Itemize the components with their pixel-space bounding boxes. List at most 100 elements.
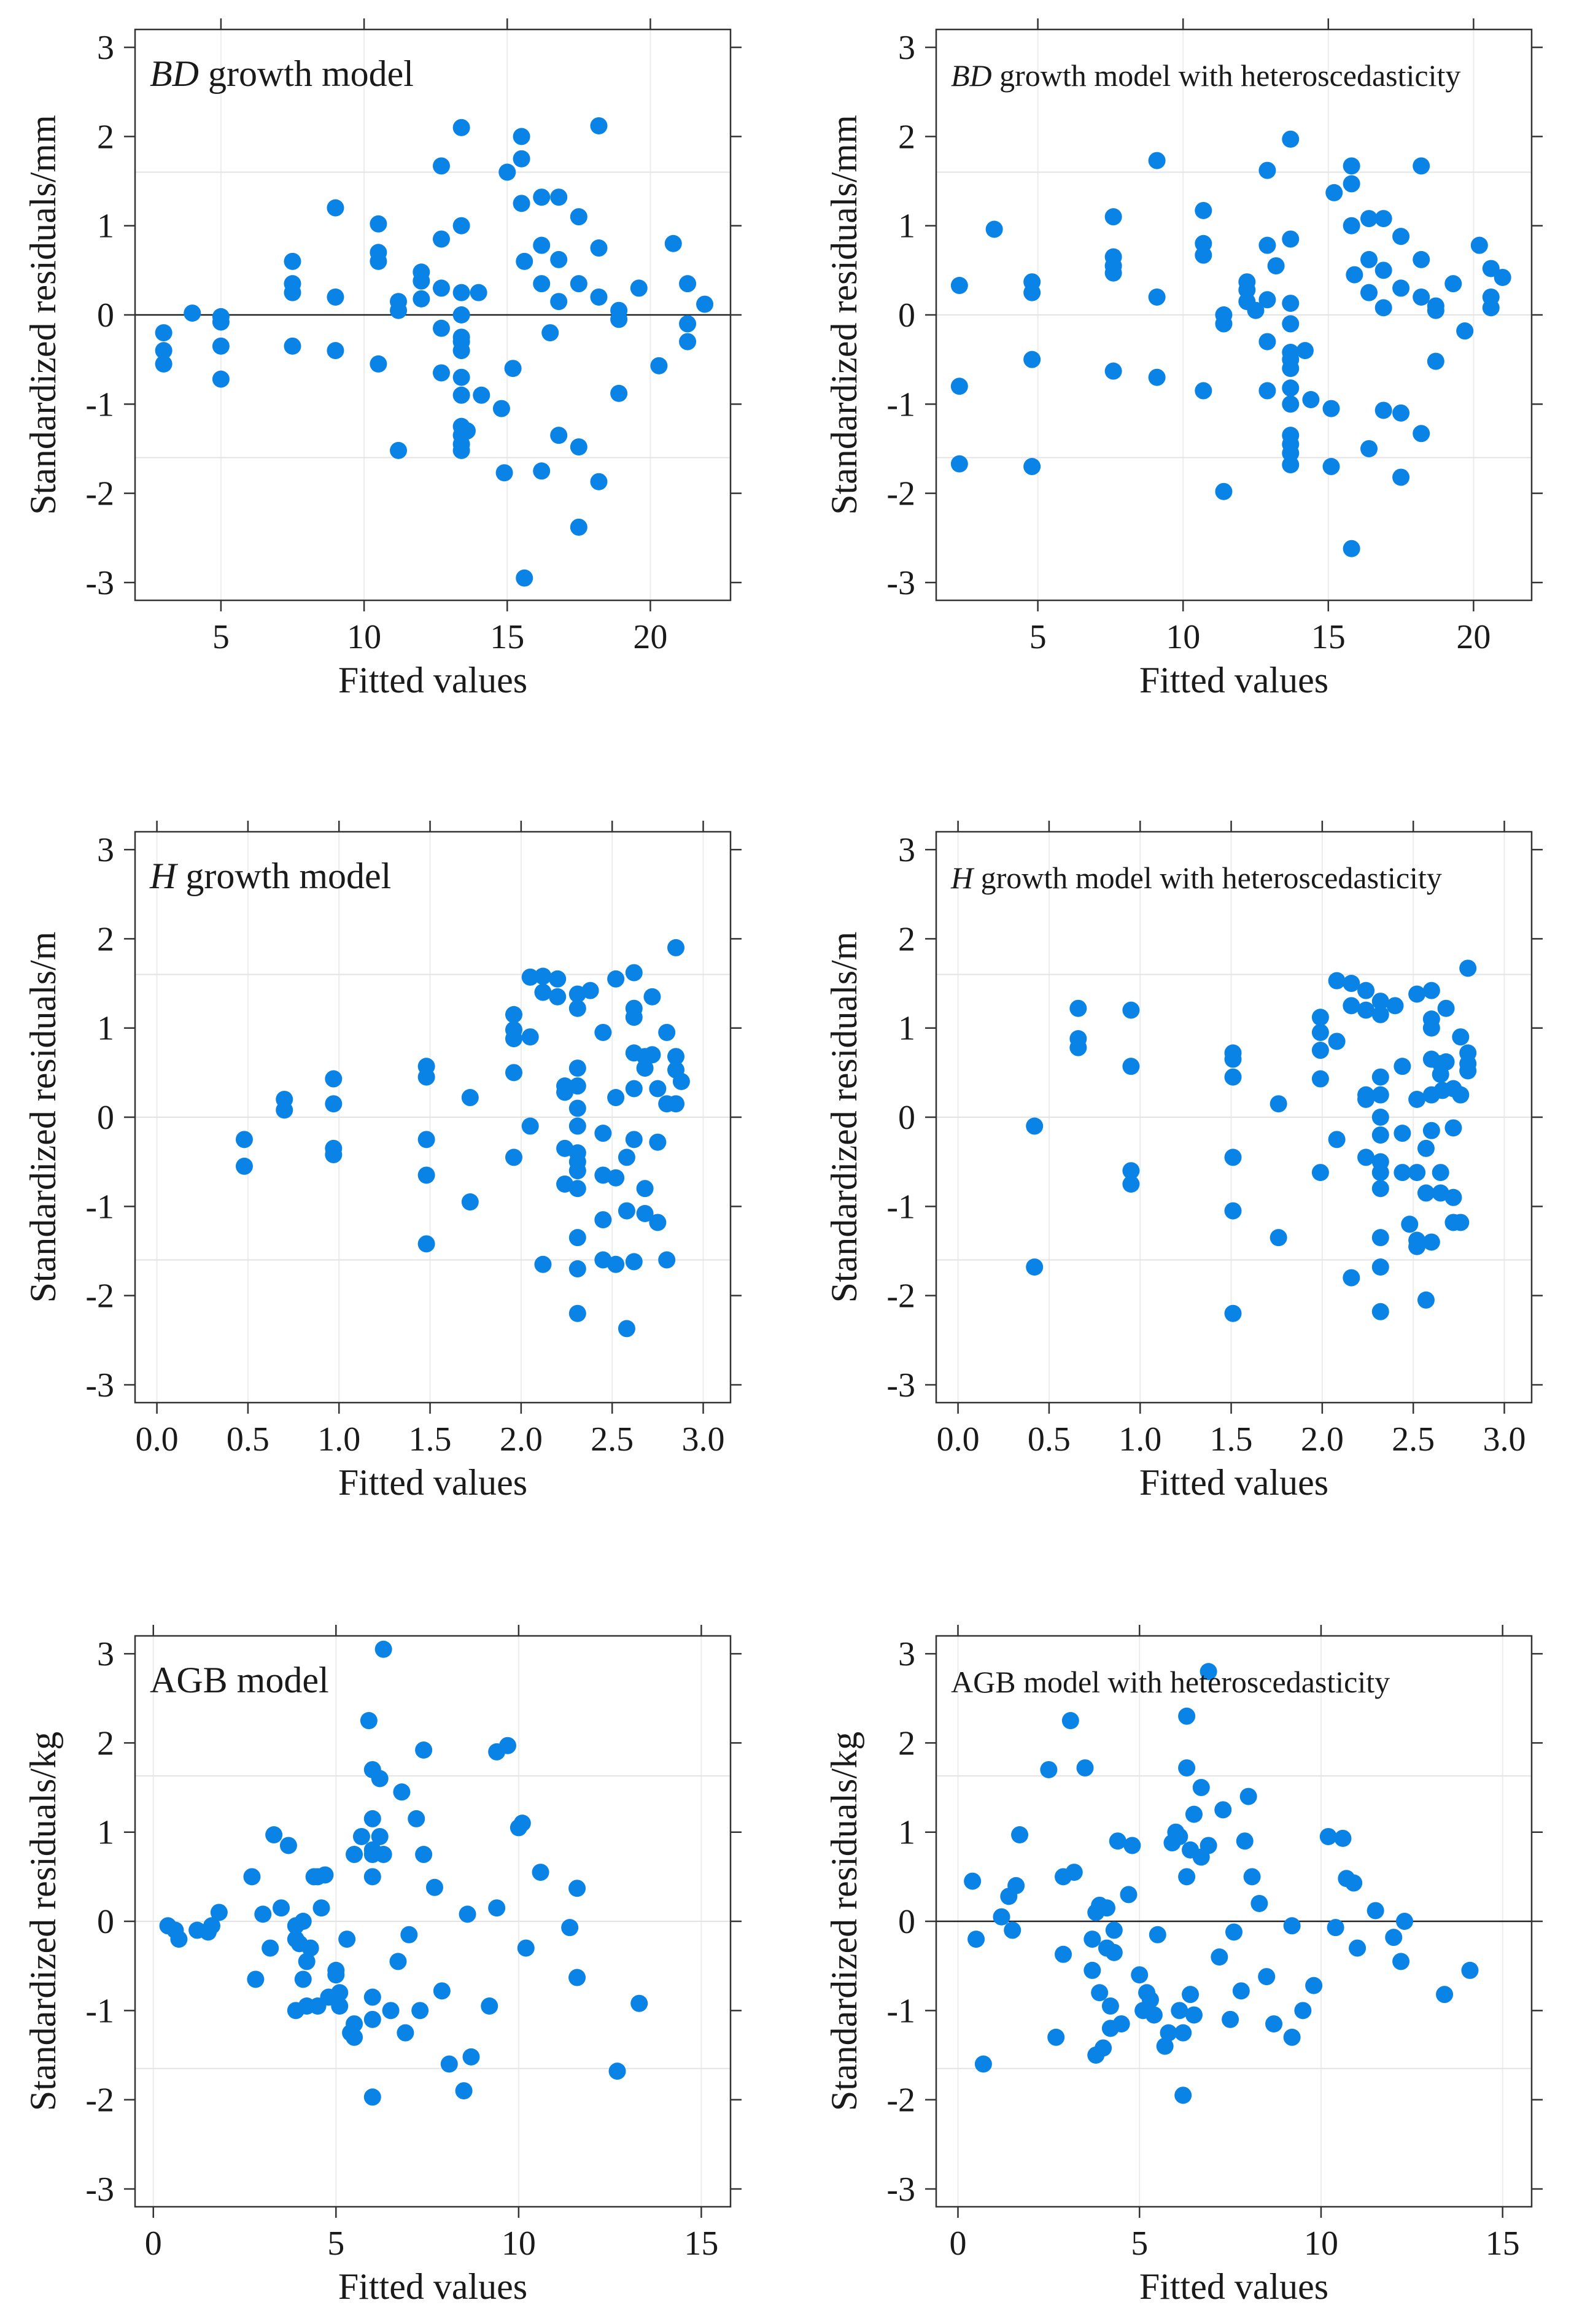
data-point [1282,315,1300,333]
panel-title: AGB model [150,1660,329,1700]
data-point [1433,1082,1451,1099]
data-point [1011,1826,1029,1844]
data-point [1327,1919,1344,1937]
data-point [1343,997,1360,1015]
data-point [390,301,408,319]
data-point [1282,456,1300,474]
data-point [1047,2028,1065,2046]
data-point [1007,1877,1025,1894]
data-point [568,1969,586,1986]
data-point [513,195,530,212]
data-point [570,518,587,536]
data-point [568,999,586,1017]
x-tick-label: 0 [145,2225,162,2263]
data-point [1095,2039,1112,2057]
data-point [1149,1926,1166,1943]
data-point [461,1089,479,1107]
data-point [625,1009,643,1026]
data-point [363,1988,381,2006]
data-point [1343,157,1360,175]
data-point [1436,1986,1454,2004]
data-point [155,324,173,342]
y-tick-label: -1 [85,1992,114,2030]
data-point [667,1095,685,1113]
data-point [618,1148,635,1166]
data-point [532,1864,549,1881]
data-point [658,1023,676,1041]
data-point [458,422,476,440]
y-tick-label: 2 [898,920,915,958]
data-point [568,1077,586,1095]
data-point [1026,1258,1044,1276]
data-point [1357,1148,1375,1166]
data-point [432,230,450,248]
x-tick-label: 2.5 [1392,1420,1435,1458]
y-tick-label: 1 [97,1814,114,1852]
data-point [408,1810,425,1827]
data-point [550,427,568,444]
data-point [1328,1131,1346,1148]
data-point [590,239,608,257]
data-point [696,295,714,313]
data-point [1222,2010,1239,2028]
data-point [1232,1982,1250,2000]
data-point [279,1837,297,1854]
x-tick-label: 1.0 [317,1420,360,1458]
data-point [1371,1109,1389,1126]
data-point [636,1059,654,1077]
data-point [262,1939,279,1957]
y-tick-label: 2 [97,920,114,958]
data-point [533,236,551,254]
data-point [462,2048,480,2066]
panel-title: H growth model [149,856,391,896]
data-point [1360,440,1378,457]
data-point [247,1970,265,1988]
data-point [1171,2002,1188,2020]
data-point [607,1169,625,1187]
data-point [625,1080,643,1098]
data-point [1343,1269,1360,1287]
data-point [1282,360,1300,378]
data-point [1185,1805,1203,1823]
data-point [1459,959,1477,977]
data-point [950,378,968,395]
data-point [498,163,516,181]
data-point [155,342,173,360]
x-tick-label: 3.0 [1483,1420,1526,1458]
data-point [1195,382,1212,400]
y-tick-label: 3 [97,831,114,869]
data-point [533,275,551,293]
data-point [325,1070,343,1088]
y-axis-label: Standardized residuals/mm [824,115,864,515]
data-point [679,333,697,351]
data-point [1482,299,1500,317]
data-point [390,441,408,459]
data-point [550,250,568,268]
x-tick-label: 10 [347,618,381,656]
data-point [1357,1090,1375,1108]
x-tick-label: 20 [633,618,667,656]
data-point [1461,1961,1479,1979]
x-tick-label: 15 [684,2225,718,2263]
data-point [1452,1214,1470,1231]
data-point [374,1640,392,1658]
y-tick-label: -2 [886,1277,915,1315]
data-point [1470,236,1488,254]
data-point [1065,1864,1083,1881]
data-point [1224,1068,1242,1086]
x-tick-label: 0.5 [1028,1420,1071,1458]
y-tick-label: 1 [97,1010,114,1048]
data-point [1283,1917,1301,1935]
y-tick-label: -3 [85,1366,114,1404]
data-point [481,1997,498,2015]
data-point [974,2055,992,2073]
data-point [1122,1001,1140,1019]
data-point [338,1931,356,1948]
panel-title-rest: AGB model [150,1660,329,1700]
data-point [1145,2006,1163,2024]
data-point [1171,1827,1188,1845]
data-point [1371,1258,1389,1276]
data-point [1367,1902,1384,1919]
data-point [1247,301,1265,319]
data-point [1282,230,1300,248]
